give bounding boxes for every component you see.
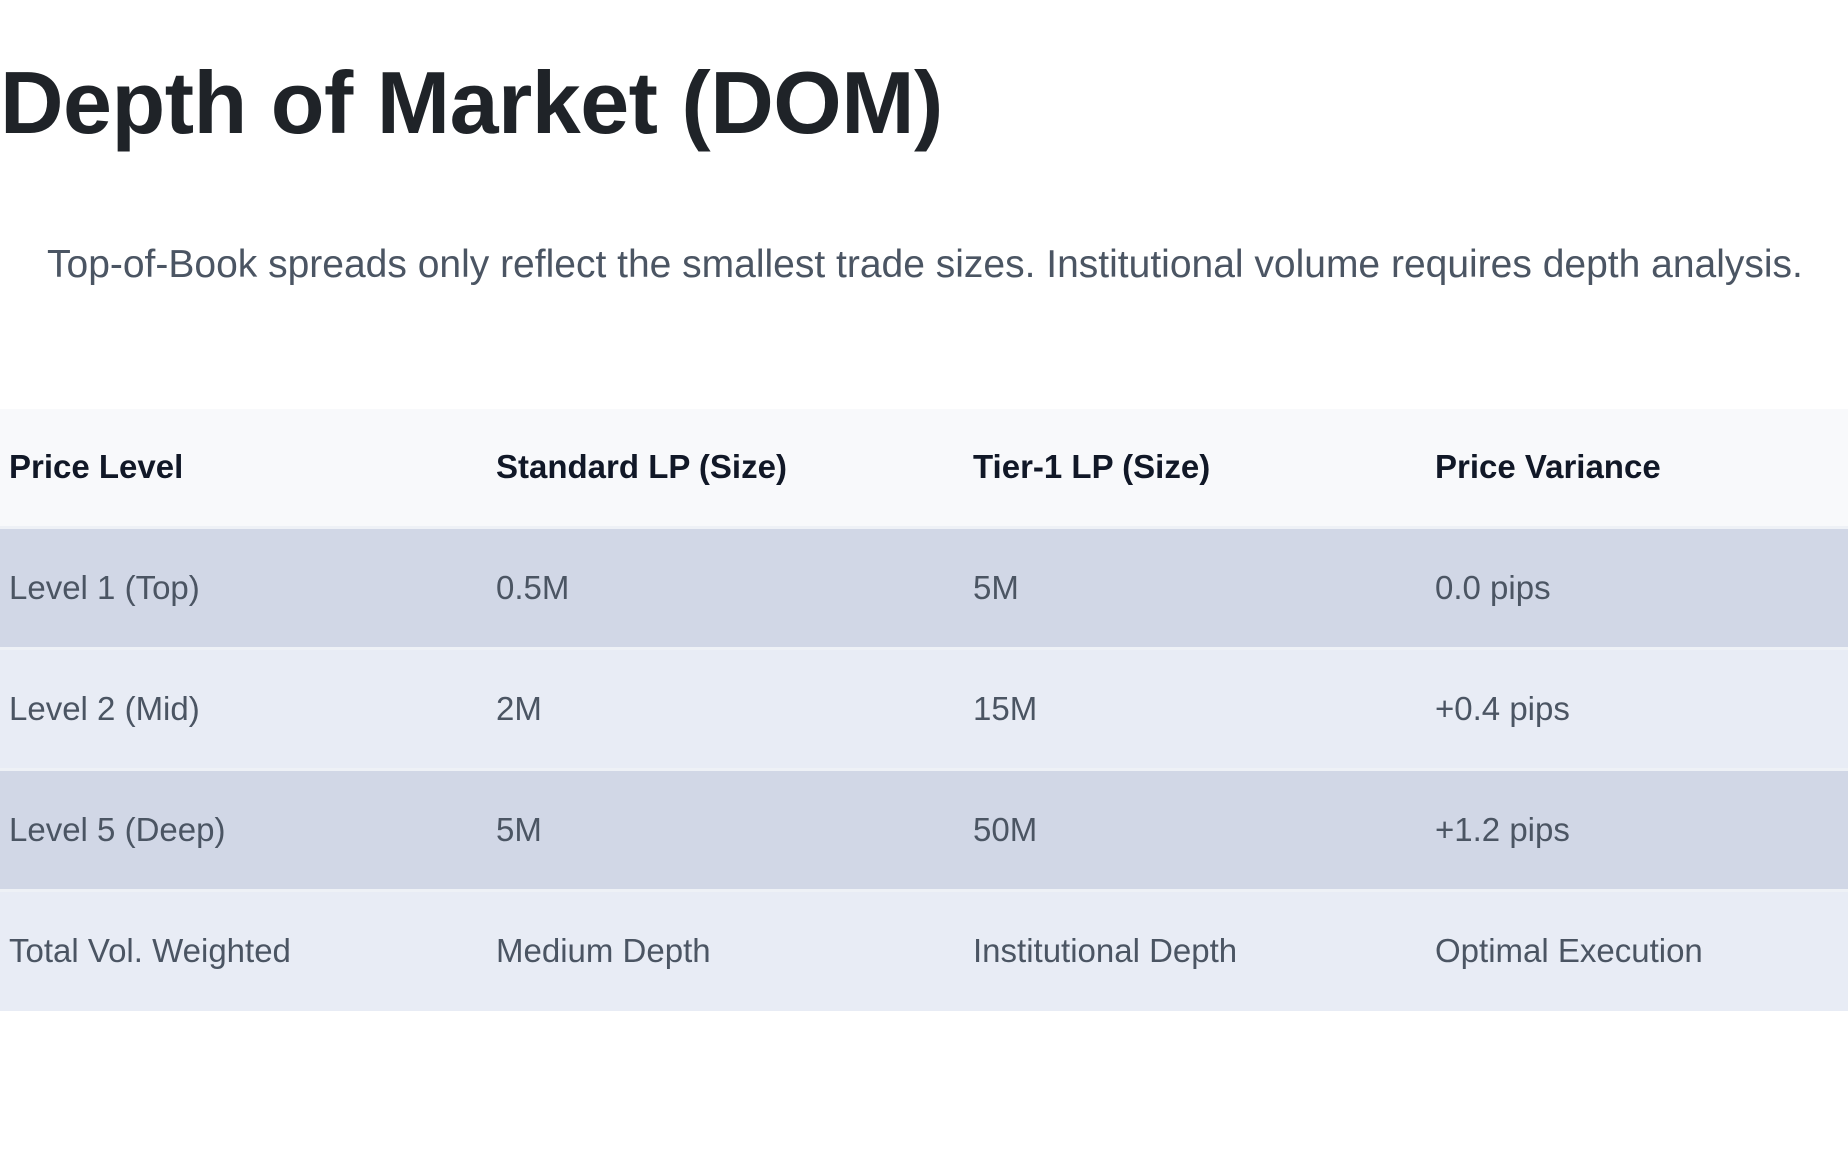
table-cell: Level 1 (Top) bbox=[9, 568, 200, 606]
table-cell: 50M bbox=[973, 810, 1038, 848]
table-row: Level 1 (Top) 0.5M 5M 0.0 pips bbox=[0, 527, 1848, 648]
table-cell: +1.2 pips bbox=[1435, 810, 1570, 848]
header-price-level: Price Level bbox=[9, 448, 184, 486]
page-title: Depth of Market (DOM) bbox=[0, 53, 943, 152]
table-cell: 0.5M bbox=[496, 568, 570, 606]
table-cell: Medium Depth bbox=[496, 932, 711, 970]
table-cell: +0.4 pips bbox=[1435, 689, 1570, 727]
table-header-row: Price Level Standard LP (Size) Tier-1 LP… bbox=[0, 409, 1848, 527]
table-cell: 5M bbox=[973, 568, 1019, 606]
table-cell: 15M bbox=[973, 689, 1038, 727]
table-cell: 0.0 pips bbox=[1435, 568, 1551, 606]
table-cell: Total Vol. Weighted bbox=[9, 932, 291, 970]
header-tier1-lp: Tier-1 LP (Size) bbox=[973, 448, 1211, 486]
table-cell: Optimal Execution bbox=[1435, 932, 1703, 970]
table-cell: 5M bbox=[496, 810, 542, 848]
table-cell: Institutional Depth bbox=[973, 932, 1238, 970]
table-cell: Level 5 (Deep) bbox=[9, 810, 226, 848]
dom-table: Price Level Standard LP (Size) Tier-1 LP… bbox=[0, 409, 1848, 1011]
table-cell: Level 2 (Mid) bbox=[9, 689, 200, 727]
intro-paragraph: Top-of-Book spreads only reflect the sma… bbox=[47, 243, 1803, 286]
table-row: Level 2 (Mid) 2M 15M +0.4 pips bbox=[0, 648, 1848, 769]
table-cell: 2M bbox=[496, 689, 542, 727]
header-price-variance: Price Variance bbox=[1435, 448, 1661, 486]
table-row: Level 5 (Deep) 5M 50M +1.2 pips bbox=[0, 769, 1848, 890]
table-row: Total Vol. Weighted Medium Depth Institu… bbox=[0, 890, 1848, 1011]
header-standard-lp: Standard LP (Size) bbox=[496, 448, 787, 486]
